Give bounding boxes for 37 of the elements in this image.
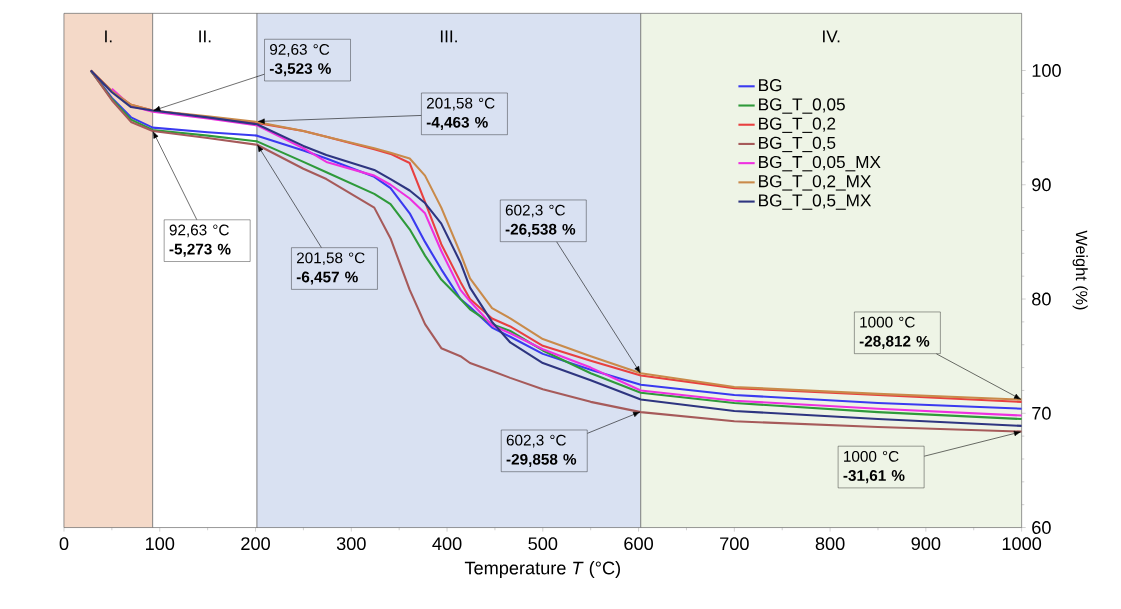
y-axis-title: Weight (%) xyxy=(1072,230,1088,310)
legend-label: BG_T_0,5 xyxy=(759,136,836,153)
x-axis-title: Temperature T (°C) xyxy=(464,561,621,579)
x-tick-label: 600 xyxy=(624,537,653,551)
x-tick-label: 0 xyxy=(59,537,69,551)
x-tick-label: 1000 xyxy=(1002,537,1042,551)
x-tick-label: 400 xyxy=(432,537,462,551)
band-label: III. xyxy=(440,30,457,43)
y-tick-label: 90 xyxy=(1032,178,1051,192)
annotation: 1000 °C -28,812 % xyxy=(859,316,930,350)
legend-label: BG_T_0,2_MX xyxy=(759,175,872,191)
legend-label: BG_T_0,5_MX xyxy=(759,194,872,210)
legend-label: BG_T_0,05 xyxy=(759,98,845,114)
y-tick-label: 100 xyxy=(1032,64,1061,78)
band-label: I. xyxy=(105,30,112,43)
x-tick-label: 200 xyxy=(241,537,270,551)
annotation: 602,3 °C -29,858 % xyxy=(506,434,577,468)
annotation: 92,63 °C -3,523 % xyxy=(269,44,331,77)
band-label: IV. xyxy=(823,30,840,43)
annotation: 92,63 °C -5,273 % xyxy=(169,224,231,257)
y-tick-label: 60 xyxy=(1032,521,1051,535)
band-label: II. xyxy=(199,30,211,43)
annotation: 201,58 °C -4,463 % xyxy=(426,97,495,131)
legend-label: BG xyxy=(759,79,782,92)
x-tick-label: 900 xyxy=(911,537,941,551)
x-tick-label: 300 xyxy=(336,537,366,551)
y-tick-label: 80 xyxy=(1032,292,1051,306)
annotation: 602,3 °C -26,538 % xyxy=(505,204,576,238)
x-tick-label: 700 xyxy=(720,537,749,551)
x-tick-label: 500 xyxy=(528,537,558,551)
x-tick-label: 800 xyxy=(815,537,845,551)
y-tick-label: 70 xyxy=(1032,406,1051,420)
legend-label: BG_T_0,2 xyxy=(759,117,836,134)
legend-label: BG_T_0,05_MX xyxy=(759,156,881,172)
annotation: 201,58 °C -6,457 % xyxy=(296,252,365,285)
x-tick-label: 100 xyxy=(146,537,175,551)
annotation: 1000 °C -31,61 % xyxy=(843,451,905,484)
